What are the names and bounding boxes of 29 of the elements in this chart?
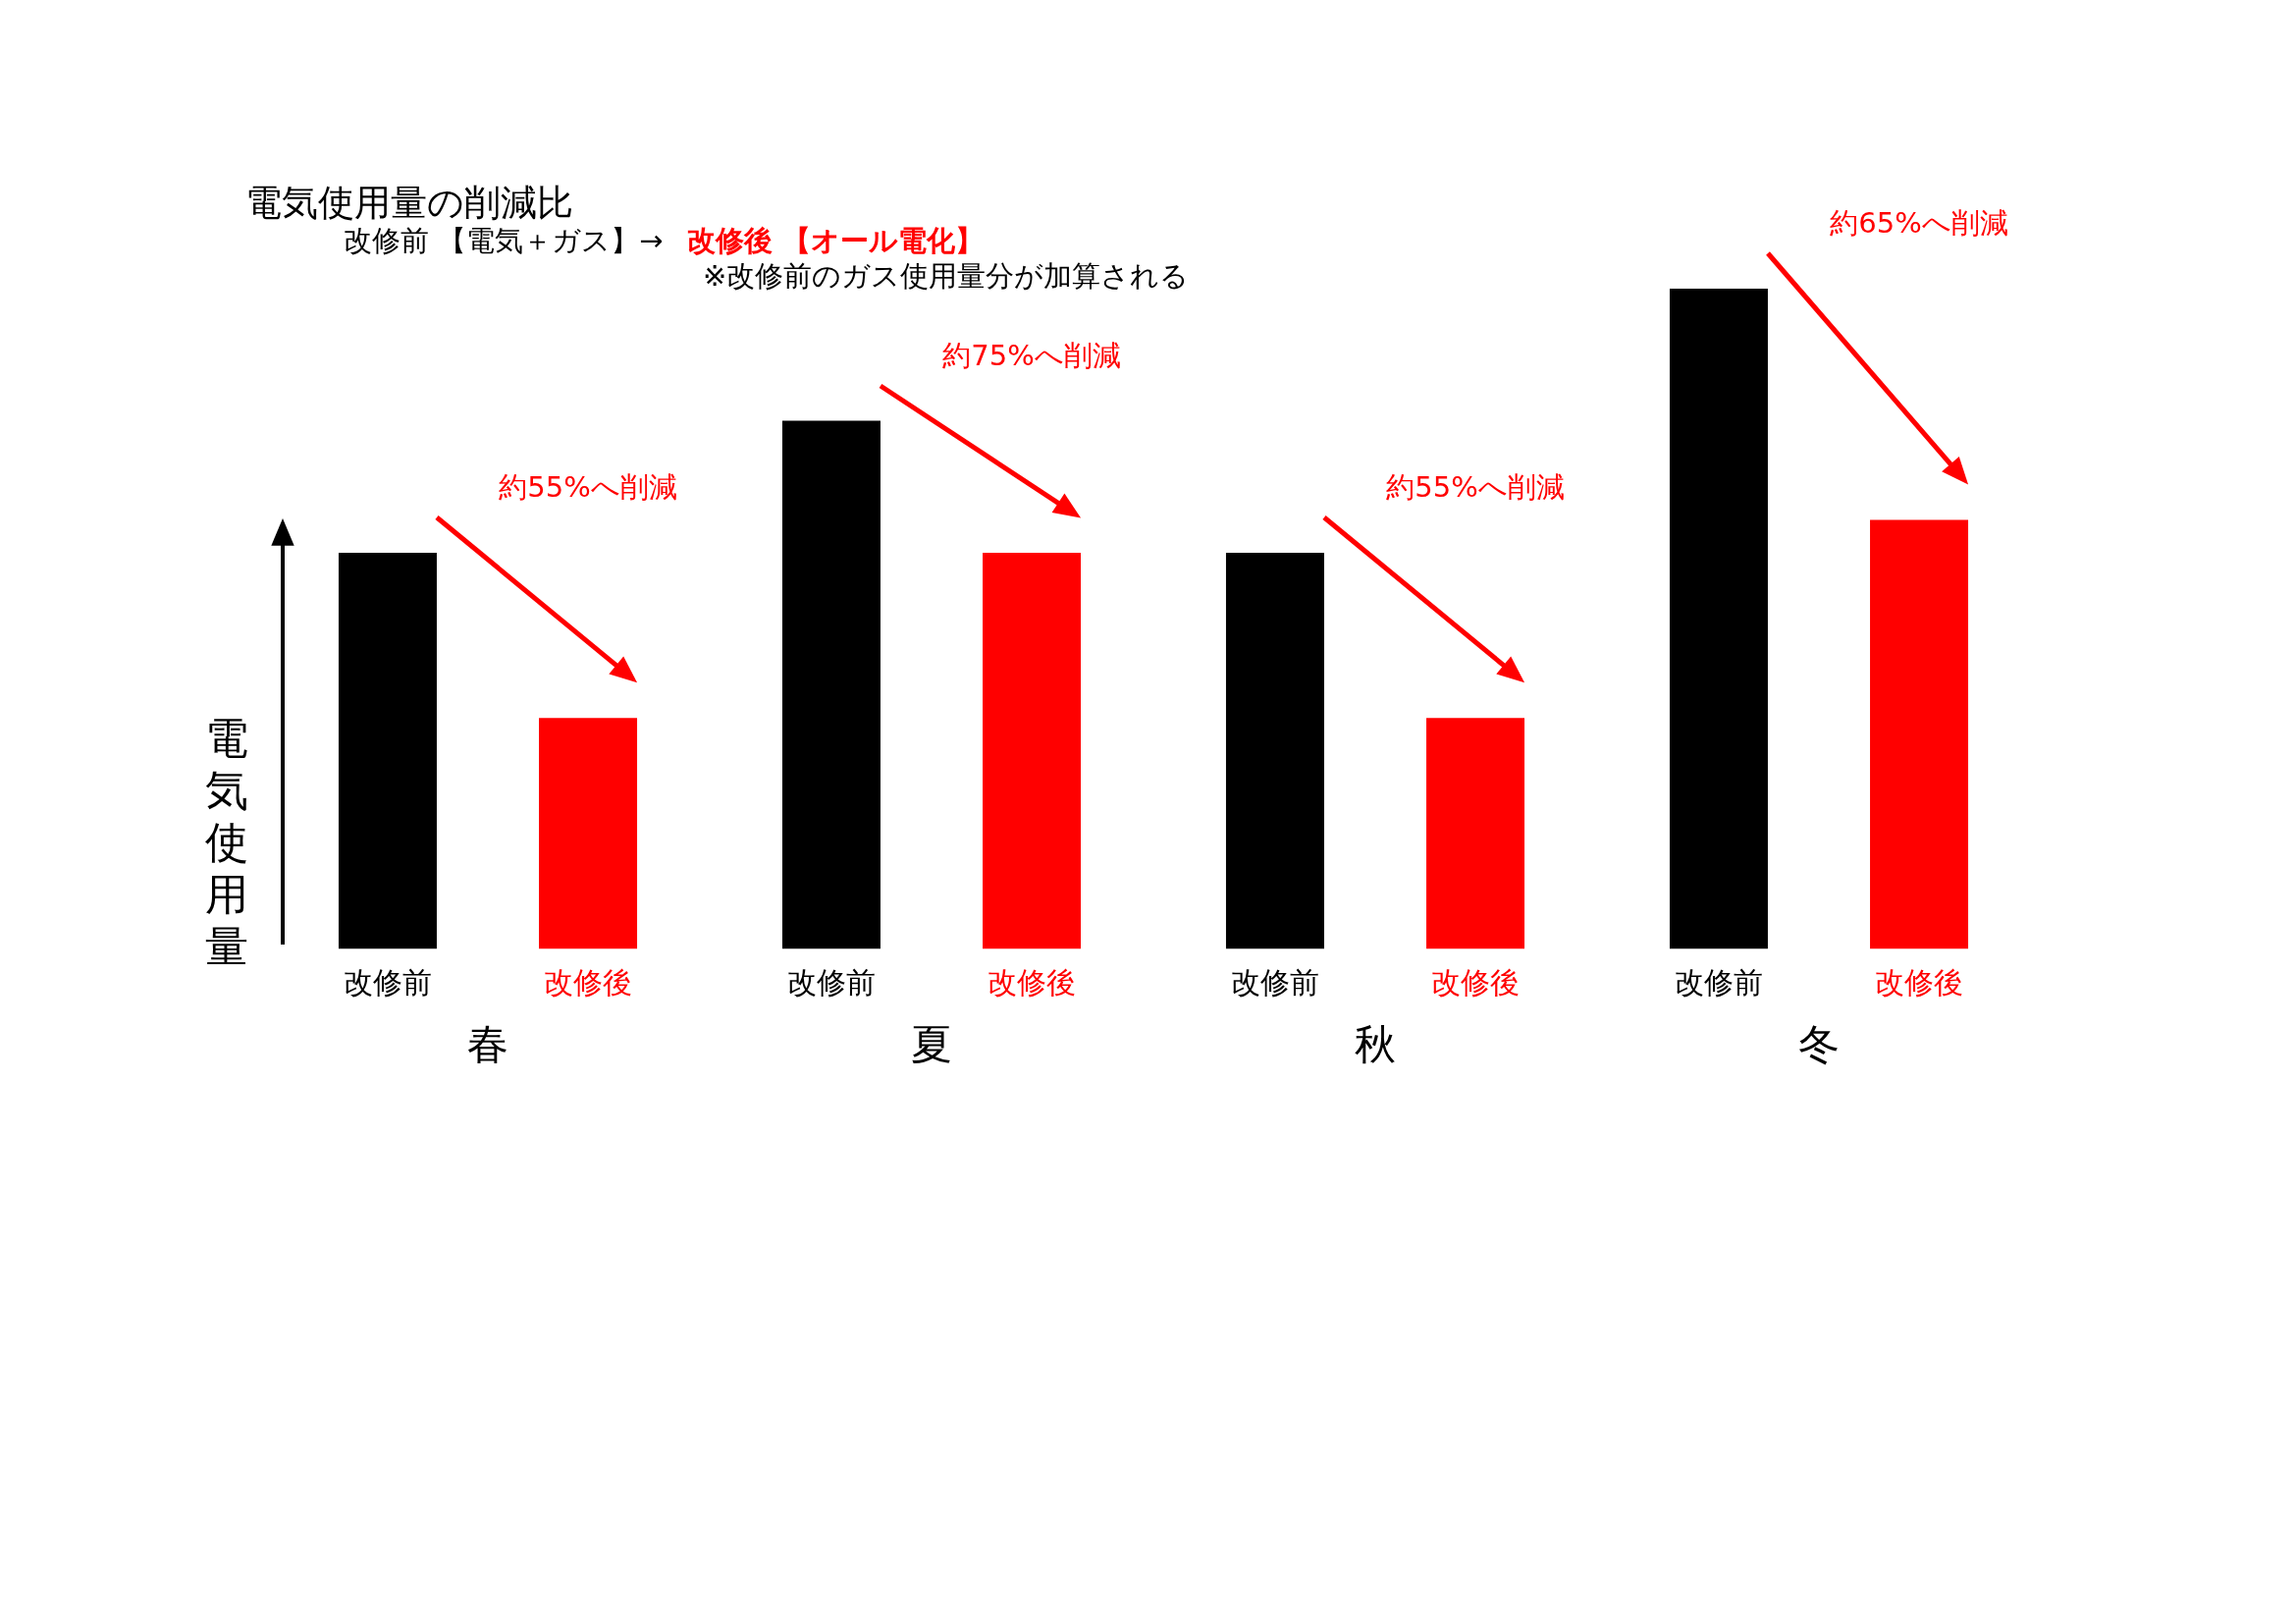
bar bbox=[1225, 553, 1324, 949]
text: 改修後 bbox=[988, 965, 1077, 1001]
bar bbox=[338, 553, 437, 949]
chart-subtitle: 改修前 【電気＋ガス】→ bbox=[344, 224, 664, 257]
annotation: ※改修前のガス使用量分が加算される bbox=[703, 258, 1190, 295]
text: 約65%へ削減 bbox=[1830, 206, 2008, 241]
x-tick-label: 冬 bbox=[1798, 1019, 1840, 1068]
annotation: 約75%へ削減 bbox=[942, 338, 1121, 372]
annotation: 約55%へ削減 bbox=[1386, 470, 1565, 505]
chart-title: 電気使用量の削減比 bbox=[245, 181, 573, 226]
bar bbox=[1669, 289, 1768, 949]
bar bbox=[1870, 519, 1969, 949]
bar bbox=[781, 420, 881, 949]
bar bbox=[983, 553, 1082, 949]
bar bbox=[1426, 718, 1525, 949]
text: 改修前 bbox=[1674, 965, 1763, 1001]
text: 改修前 bbox=[1230, 965, 1319, 1001]
x-tick-label: 春 bbox=[467, 1019, 508, 1068]
annotation: 約55%へ削減 bbox=[499, 470, 677, 505]
series-label: 改修後 bbox=[544, 965, 633, 1001]
bar bbox=[539, 718, 638, 949]
text: 改修後 bbox=[1875, 965, 1964, 1001]
text: 改修後 【オール電化】 bbox=[686, 224, 984, 257]
x-tick-label: 夏 bbox=[911, 1019, 952, 1068]
x-tick-label: 秋 bbox=[1355, 1019, 1396, 1068]
text: 改修前 bbox=[786, 965, 876, 1001]
series-label: 改修前 bbox=[343, 965, 432, 1001]
y-axis-title: 電気使用量 bbox=[204, 712, 249, 972]
text: 改修後 bbox=[1431, 965, 1521, 1001]
